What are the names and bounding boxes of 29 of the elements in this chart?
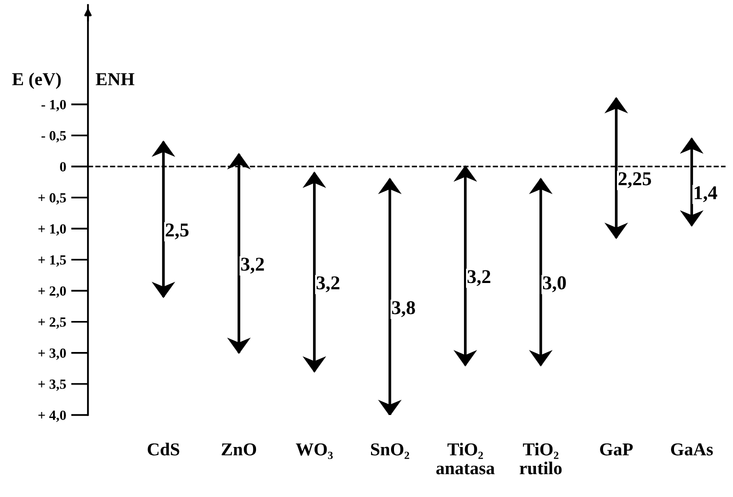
data-label: 3,0: [543, 276, 566, 292]
annotation: ENH: [96, 73, 134, 86]
y-tick-label: - 0,5: [41, 131, 66, 142]
x-tick-label: TiO₂ anatasa: [436, 442, 495, 474]
x-tick-label: GaP: [600, 443, 633, 456]
data-label: 1,4: [694, 186, 718, 202]
data-label: 3,2: [316, 276, 340, 292]
y-tick-label: + 3,0: [38, 348, 66, 360]
x-tick-label: SnO₂: [371, 443, 410, 459]
y-tick-label: + 4,0: [38, 410, 66, 422]
x-tick-label: GaAs: [671, 443, 713, 456]
x-tick-label: TiO₂ rutilo: [520, 442, 562, 474]
data-label: 3,2: [241, 258, 264, 274]
y-tick-label: - 1,0: [41, 100, 66, 112]
data-label: 3,2: [468, 270, 490, 286]
data-label: 2,25: [618, 172, 652, 188]
y-tick-label: + 1,0: [38, 224, 66, 236]
y-tick-label: + 3,5: [38, 380, 66, 391]
y-tick-label: + 2,5: [38, 317, 66, 329]
data-label: 3,8: [392, 301, 416, 318]
x-tick-label: CdS: [148, 442, 180, 456]
y-tick-label: + 0,5: [38, 193, 66, 205]
data-label: 2,5: [166, 224, 189, 240]
x-tick-label: ZnO: [222, 443, 256, 456]
y-tick-label: + 2,0: [38, 286, 66, 298]
x-tick-label: WO₃: [296, 443, 333, 460]
y-axis-title: E (eV): [12, 72, 61, 89]
y-tick-label: 0: [60, 162, 66, 172]
y-tick-label: + 1,5: [38, 255, 66, 267]
